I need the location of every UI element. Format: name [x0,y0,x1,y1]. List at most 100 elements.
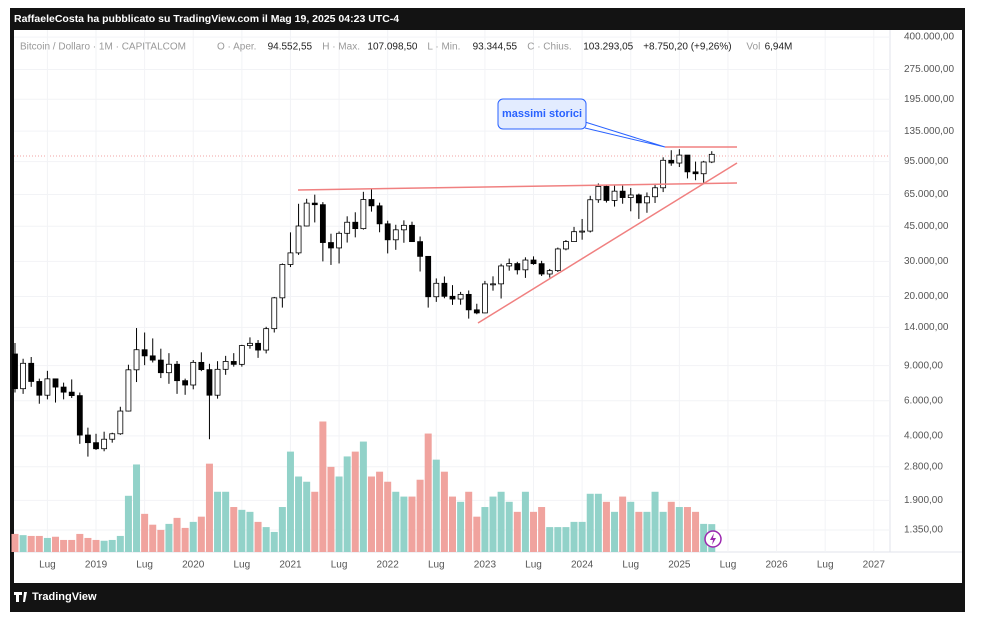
volume-bar [692,511,700,552]
y-tick-label: 45.000,00 [904,221,949,232]
volume-bar [157,529,165,552]
candle-body [546,270,553,275]
volume-bar [376,471,384,552]
candle-body [376,205,383,225]
candle-body [214,368,221,396]
trendlines [297,121,738,324]
volume-bar [440,471,448,552]
plot [11,30,890,552]
candle-body [85,434,91,444]
volume-bar [335,476,343,552]
volume-bar [133,464,141,552]
y-tick-label: 135.000,00 [904,126,954,137]
volume-bar [416,479,424,552]
candle-body [117,410,124,435]
volume-bar [465,491,473,552]
candle-body [230,361,237,365]
candle-body [425,255,432,298]
candle-body [76,395,83,436]
event-icon [704,530,722,548]
x-tick-label: Lug [428,560,445,571]
volume-bar [424,433,432,552]
y-tick-label: 6.000,00 [904,395,943,406]
candle-body [182,380,189,386]
volume-bar [351,451,359,552]
candle-body [530,259,537,265]
volume-bar [149,524,157,552]
candle-body [611,190,618,201]
x-tick-label: 2019 [85,560,108,571]
volume-bar [481,507,489,552]
candle-body [368,199,375,207]
volume-bar [262,527,270,552]
volume-bar [92,539,100,552]
y-tick-label: 20.000,00 [904,291,949,302]
volume-bar [367,476,375,552]
candle-body [36,381,43,396]
x-tick-label: 2020 [182,560,205,571]
volume-bar [68,539,76,552]
x-tick-label: 2027 [863,560,886,571]
candle-body [449,295,456,300]
y-tick-label: 195.000,00 [904,94,954,105]
candle-body [417,241,423,257]
volume-bar [651,491,659,552]
volume-bar [270,531,278,552]
volume-bar [538,507,546,552]
volume-bar [594,493,602,552]
callout-text: massimi storici [502,108,582,120]
x-tick-label: Lug [136,560,153,571]
callout-box [497,98,587,130]
candle-body [303,202,310,227]
y-tick-label: 9.000,00 [904,360,943,371]
volume-bar [11,533,19,552]
candle-body [522,259,529,271]
candle-body [619,190,626,198]
volume-bar [303,481,311,552]
volume-bar [675,507,683,552]
volume-bar [19,535,27,552]
candle-body [352,221,359,230]
x-tick-label: Lug [234,560,251,571]
x-tick-label: Lug [525,560,542,571]
candle-body [238,345,245,365]
candle-body [635,194,642,204]
volume-bar [408,496,416,552]
candle-body [149,355,156,361]
tv-logo [14,592,27,602]
candle-body [490,283,496,286]
volume-bar [52,536,60,552]
candle-body [409,224,415,243]
x-tick-label: Lug [622,560,639,571]
volume-bar [635,511,643,552]
volume-bar [141,513,149,552]
candle-body [287,252,294,265]
volume-bar [611,511,619,552]
legend-label: Vol [746,42,760,53]
x-tick-label: 2024 [571,560,594,571]
candle-body [319,204,326,243]
candle-body [644,196,650,204]
volume-bar [521,491,529,552]
y-tick-label: 1.350,00 [904,525,943,536]
candle-body [587,199,594,232]
candle-body [700,161,707,175]
x-tick-label: Lug [39,560,56,571]
legend-label: L · Min. [427,42,460,53]
candle-body [384,223,391,241]
volume-bar [319,421,327,552]
candle-body [676,154,683,164]
volume-bar [286,451,294,552]
candle-body [133,349,140,371]
candle-body [660,159,667,189]
volume-bar [554,527,562,552]
volume-bar [76,533,84,552]
volume-bar [586,493,594,552]
legend-value: 107.098,50 [367,42,417,53]
volume-bar [570,521,578,552]
volume-bar [100,540,108,552]
candle-body [344,221,351,234]
candle-body [465,293,472,311]
volume-bar [627,501,635,552]
